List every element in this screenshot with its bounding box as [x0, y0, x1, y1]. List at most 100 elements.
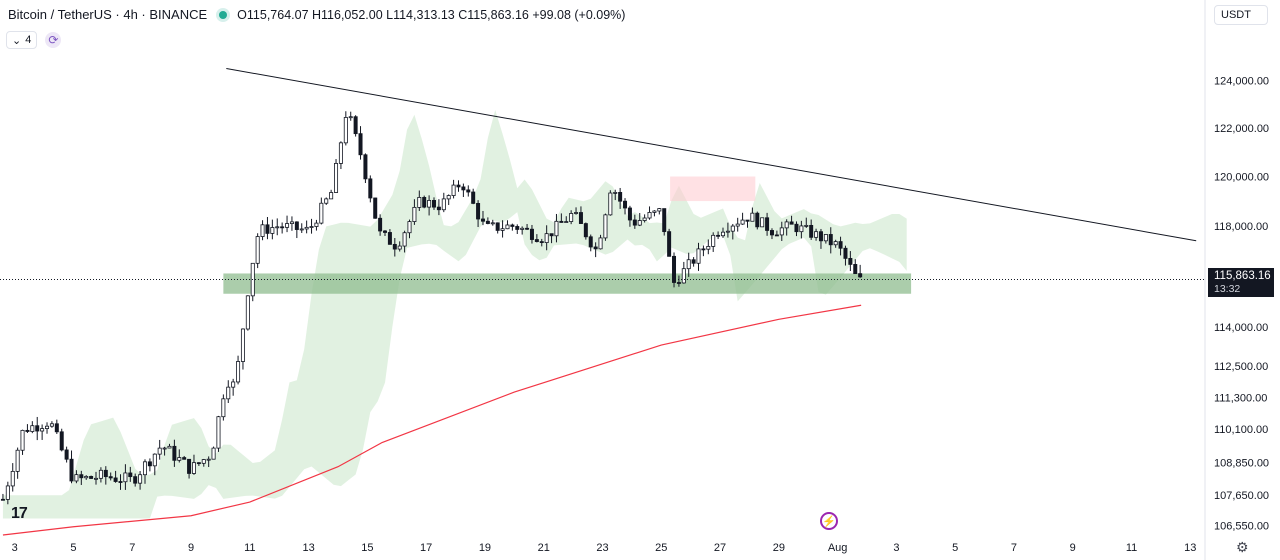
- indicators-toggle-button[interactable]: ⌄ 4: [6, 31, 38, 49]
- candle: [157, 447, 162, 455]
- x-tick-label: 19: [479, 542, 491, 554]
- candle: [784, 221, 789, 229]
- candle: [427, 200, 432, 208]
- refresh-icon[interactable]: ⟳: [45, 32, 62, 48]
- candle: [539, 241, 544, 243]
- y-tick-label: 118,000.00: [1214, 221, 1268, 233]
- candle: [172, 445, 177, 461]
- candle: [750, 212, 755, 222]
- candle: [314, 222, 319, 227]
- candle: [436, 206, 441, 211]
- candle: [240, 328, 245, 362]
- candle: [69, 458, 74, 482]
- currency-selector[interactable]: USDT: [1214, 5, 1268, 25]
- symbol-title[interactable]: Bitcoin / TetherUS · 4h · BINANCE: [8, 7, 208, 22]
- candle: [569, 213, 574, 222]
- candle: [716, 234, 721, 237]
- candle: [441, 198, 446, 211]
- candle: [701, 248, 706, 251]
- candle: [402, 232, 407, 247]
- candle: [373, 197, 378, 219]
- candle: [309, 226, 314, 228]
- candle: [123, 472, 128, 483]
- x-tick-label: 25: [655, 542, 667, 554]
- candle: [554, 220, 559, 237]
- tradingview-logo-icon[interactable]: 17: [11, 505, 28, 522]
- x-tick-label: 15: [361, 542, 373, 554]
- candle: [40, 428, 45, 432]
- candle: [0, 498, 5, 501]
- candle: [662, 208, 667, 233]
- candle: [691, 259, 696, 264]
- candle: [510, 224, 515, 227]
- x-tick-label: 13: [1184, 542, 1196, 554]
- candle: [838, 241, 843, 249]
- candle: [745, 219, 750, 222]
- candle: [25, 429, 30, 432]
- candle: [98, 469, 103, 479]
- market-status-icon: [219, 10, 228, 19]
- candle: [446, 195, 451, 200]
- candle: [686, 259, 691, 270]
- candle: [353, 116, 358, 135]
- candle: [608, 192, 613, 216]
- candle: [412, 206, 417, 222]
- y-tick-label: 120,000.00: [1214, 172, 1269, 184]
- moving-average-line: [2, 304, 862, 536]
- candle: [618, 192, 623, 202]
- candle: [348, 116, 353, 119]
- candle: [505, 224, 510, 230]
- candle: [147, 461, 152, 467]
- candle: [632, 219, 637, 226]
- candle: [466, 189, 471, 193]
- candle: [142, 461, 147, 476]
- candle: [755, 212, 760, 228]
- indicator-count: 4: [25, 34, 32, 46]
- candle: [549, 233, 554, 237]
- candle: [789, 221, 794, 225]
- y-tick-label: 122,000.00: [1214, 123, 1269, 135]
- y-tick-label: 112,500.00: [1214, 361, 1268, 373]
- candle: [657, 208, 662, 212]
- lightning-icon[interactable]: ⚡: [820, 512, 838, 530]
- candle: [255, 236, 260, 264]
- candle: [480, 218, 485, 222]
- y-tick-label: 108,850.00: [1214, 458, 1269, 470]
- gear-icon[interactable]: ⚙: [1236, 539, 1249, 555]
- candle: [54, 423, 59, 433]
- candle: [774, 234, 779, 237]
- x-tick-label: 5: [70, 542, 76, 554]
- candle: [196, 462, 201, 465]
- candle: [89, 476, 94, 479]
- candle: [221, 398, 226, 418]
- candle: [456, 184, 461, 188]
- candle: [338, 142, 343, 164]
- x-tick-label: 11: [1126, 542, 1137, 554]
- x-tick-label: 29: [773, 542, 785, 554]
- y-tick-label: 106,550.00: [1214, 520, 1269, 532]
- candle: [765, 217, 770, 231]
- candle: [828, 234, 833, 246]
- candle: [760, 217, 765, 228]
- candle: [363, 154, 368, 180]
- candle: [794, 223, 799, 233]
- candle: [49, 423, 54, 427]
- candle: [583, 223, 588, 238]
- bar-countdown: 13:32: [1214, 283, 1241, 295]
- candle: [676, 282, 681, 284]
- candle: [451, 184, 456, 196]
- candle: [769, 230, 774, 236]
- candle: [94, 477, 99, 480]
- candle: [265, 224, 270, 234]
- x-tick-label: 23: [596, 542, 608, 554]
- candle: [559, 220, 564, 223]
- candle: [471, 191, 476, 204]
- chart-header: Bitcoin / TetherUS · 4h · BINANCE O115,7…: [8, 7, 625, 22]
- candle: [711, 234, 716, 247]
- candle: [191, 462, 196, 474]
- candle: [324, 198, 329, 204]
- candle: [216, 416, 221, 449]
- candle: [476, 203, 481, 220]
- candle: [118, 481, 123, 483]
